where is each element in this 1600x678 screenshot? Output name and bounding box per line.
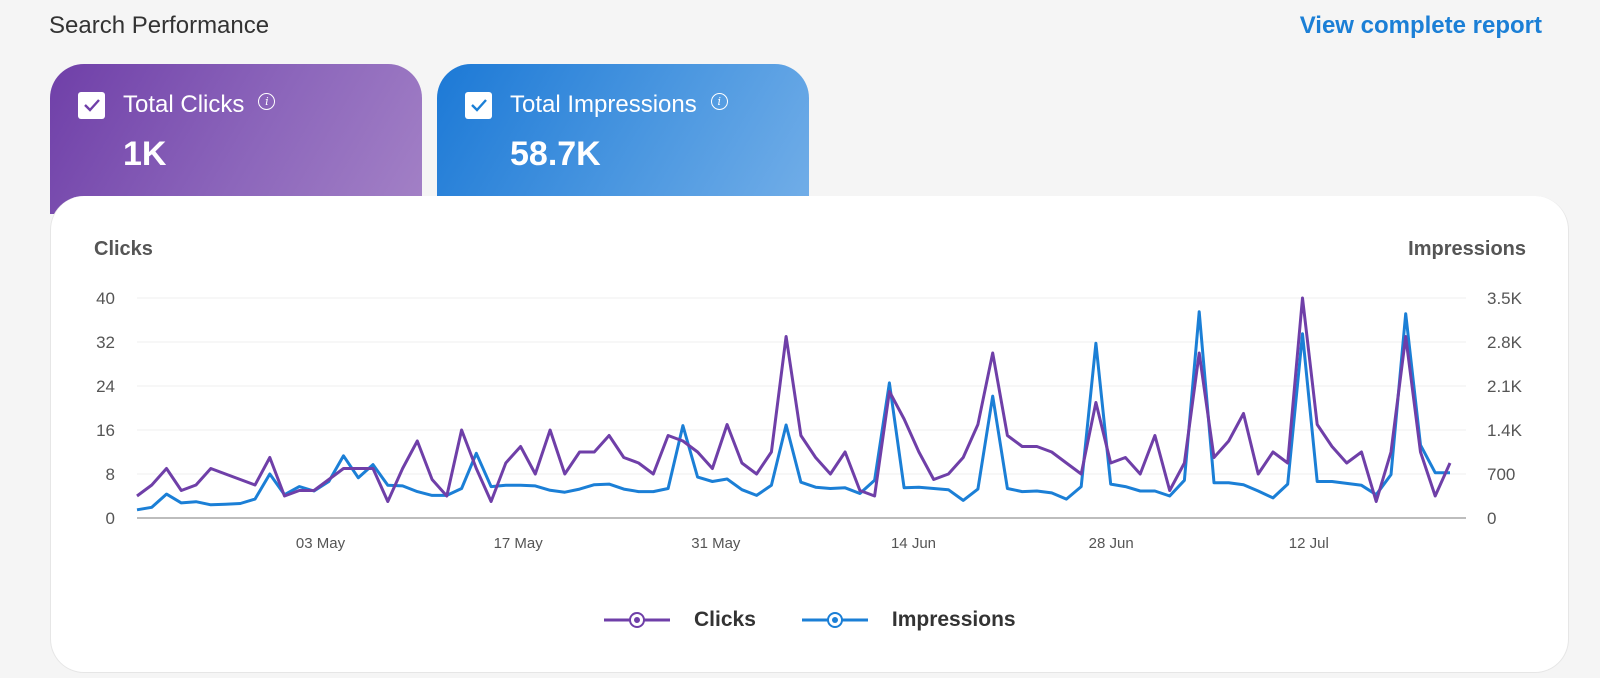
info-icon[interactable]: i bbox=[258, 92, 276, 110]
legend-impressions[interactable]: Impressions bbox=[801, 608, 1016, 632]
total-impressions-label: Total Impressions bbox=[510, 91, 697, 118]
impressions-checkbox[interactable] bbox=[465, 91, 492, 119]
page-title: Search Performance bbox=[49, 12, 270, 39]
total-clicks-label: Total Clicks bbox=[123, 91, 245, 118]
chart-panel bbox=[50, 196, 1569, 673]
total-impressions-card[interactable]: Total Impressions i 58.7K bbox=[437, 64, 809, 214]
left-axis-title: Clicks bbox=[94, 238, 153, 260]
info-icon[interactable]: i bbox=[710, 92, 728, 110]
check-icon bbox=[470, 99, 487, 112]
right-axis-title: Impressions bbox=[1408, 238, 1526, 260]
legend-impressions-marker-icon bbox=[801, 612, 868, 628]
check-icon bbox=[83, 99, 100, 112]
legend-impressions-label: Impressions bbox=[891, 608, 1016, 631]
legend-clicks[interactable]: Clicks bbox=[604, 608, 756, 632]
clicks-checkbox[interactable] bbox=[78, 91, 105, 119]
view-complete-report-link[interactable]: View complete report bbox=[1299, 12, 1542, 39]
legend-clicks-label: Clicks bbox=[694, 608, 756, 631]
legend-clicks-marker-icon bbox=[604, 612, 670, 628]
total-impressions-value: 58.7K bbox=[510, 135, 601, 173]
chart-legend: Clicks Impressions bbox=[604, 608, 1062, 632]
total-clicks-value: 1K bbox=[123, 135, 167, 173]
total-clicks-card[interactable]: Total Clicks i 1K bbox=[50, 64, 422, 214]
